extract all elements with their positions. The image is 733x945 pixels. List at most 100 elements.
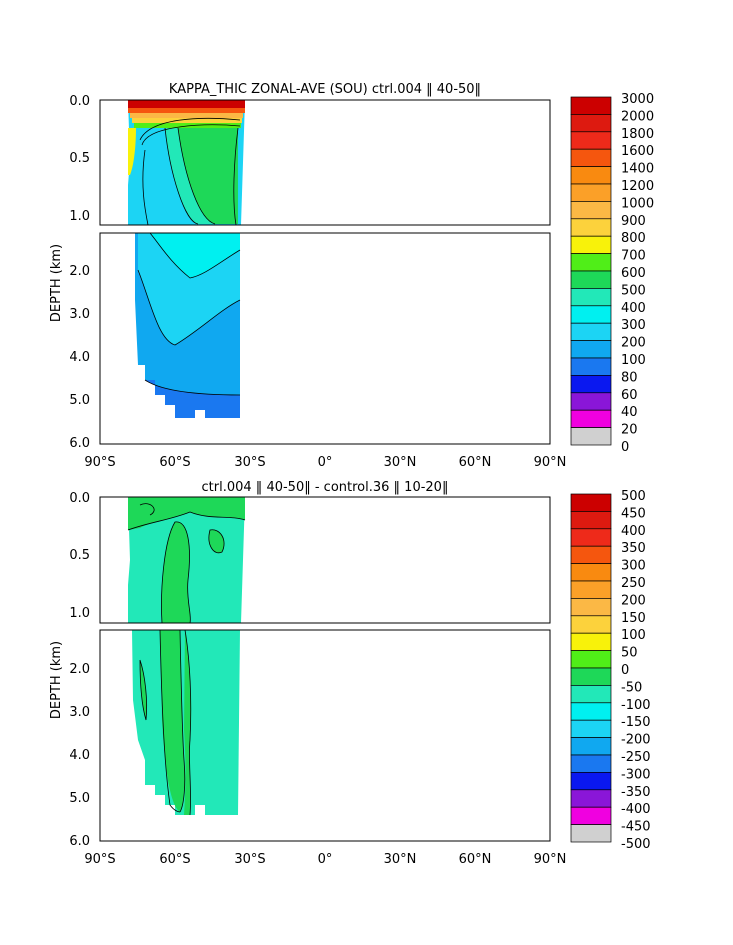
colorbar-swatch [570,131,612,150]
panel-1-frame-upper [99,99,551,226]
colorbar-label: 0 [621,440,629,455]
colorbar-swatch [570,166,612,185]
colorbar-label: 300 [621,318,646,333]
colorbar-label: 50 [621,646,638,661]
colorbar-label: 1400 [621,162,654,177]
colorbar-swatch [570,789,612,808]
y-tick-label: 6.0 [69,436,90,451]
panel-2-frame-upper [99,496,551,624]
colorbar-label: -200 [621,733,651,748]
y-tick-label: 3.0 [69,705,90,720]
panel-2-title: ctrl.004 ‖ 40-50‖ - control.36 ‖ 10-20‖ [202,480,449,495]
field-blob-green [208,529,225,553]
x-tick-label: 60°S [159,852,190,867]
x-tick-label: 60°S [159,455,190,470]
y-tick-label: 5.0 [69,791,90,806]
field-band-amber [130,113,243,118]
colorbar-label: -150 [621,715,651,730]
x-tick-label: 0° [318,455,333,470]
colorbar-swatch [570,253,612,272]
x-tick-label: 30°N [384,455,417,470]
y-tick-label: 2.0 [69,662,90,677]
y-tick-label: 0.0 [69,491,90,506]
colorbar-swatch [570,357,612,376]
colorbar-label: 500 [621,283,646,298]
colorbar-swatch [570,632,612,651]
colorbar-label: -300 [621,767,651,782]
panel-2-frame-lower [99,629,551,842]
panel-1-field-lower [135,233,241,418]
colorbar-label: 1000 [621,196,654,211]
colorbar-swatch [570,754,612,773]
colorbar-label: 1200 [621,179,654,194]
panel-2-lower-contours [139,630,192,816]
colorbar-swatch [570,615,612,634]
colorbar-label: 60 [621,388,638,403]
colorbar-swatch [570,427,612,446]
colorbar-label: -100 [621,698,651,713]
colorbar-label: -250 [621,750,651,765]
colorbar-swatch [570,201,612,220]
colorbar-label: 100 [621,353,646,368]
panel-2: ctrl.004 ‖ 40-50‖ - control.36 ‖ 10-20‖ [49,480,651,867]
colorbar-swatch [570,580,612,599]
colorbar-swatch [570,598,612,617]
x-tick-label: 90°N [534,455,567,470]
colorbar-label: 700 [621,249,646,264]
colorbar-swatch [570,685,612,704]
colorbar-label: 1800 [621,127,654,142]
colorbar-label: 350 [621,541,646,556]
colorbar-label: -400 [621,802,651,817]
panel-1-field-upper [128,100,245,225]
colorbar-swatch [570,719,612,738]
x-tick-label: 0° [318,852,333,867]
colorbar-label: -350 [621,785,651,800]
x-tick-label: 90°N [534,852,567,867]
y-axis-label: DEPTH (km) [49,244,64,322]
colorbar-label: 100 [621,628,646,643]
colorbar-swatch [570,375,612,394]
colorbar-swatch [570,667,612,686]
field-yellow-edge [128,128,136,175]
colorbar-swatch [570,563,612,582]
y-tick-label: 6.0 [69,834,90,849]
panel-2-colorbar-labels: 500 450 400 350 300 250 200 150 100 50 0… [621,489,651,852]
colorbar-label: 2000 [621,109,654,124]
colorbar-swatch [570,305,612,324]
x-tick-label: 60°N [459,852,492,867]
colorbar-swatch [570,270,612,289]
colorbar-swatch [570,772,612,791]
x-tick-label: 30°S [234,455,265,470]
colorbar-swatch [570,114,612,133]
x-tick-label: 30°S [234,852,265,867]
colorbar-swatch [570,409,612,428]
field-band-orange [128,108,245,113]
colorbar-swatch [570,340,612,359]
x-tick-label: 30°N [384,852,417,867]
colorbar-label: 600 [621,266,646,281]
colorbar-label: 400 [621,524,646,539]
colorbar-label: 800 [621,231,646,246]
colorbar-swatch [570,545,612,564]
colorbar-label: 150 [621,611,646,626]
colorbar-label: 300 [621,559,646,574]
colorbar-label: -500 [621,837,651,852]
field-band-yellow [132,118,242,123]
x-tick-label: 90°S [84,852,115,867]
panel-1-colorbar [570,96,612,446]
colorbar-label: 3000 [621,92,654,107]
panel-2-field-upper [127,497,246,623]
y-axis-label: DEPTH (km) [49,641,64,719]
panel-1: KAPPA_THIC ZONAL-AVE (SOU) ctrl.004 ‖ 40… [49,82,654,470]
colorbar-swatch [570,235,612,254]
panel-1-title: KAPPA_THIC ZONAL-AVE (SOU) ctrl.004 ‖ 40… [169,82,481,97]
colorbar-label: 200 [621,336,646,351]
colorbar-swatch [570,183,612,202]
y-tick-label: 5.0 [69,393,90,408]
panel-1-lower-contours [137,233,241,396]
panel-2-upper-contours [127,503,246,623]
panel-1-colorbar-labels: 3000 2000 1800 1600 1400 1200 1000 900 8… [621,92,654,455]
colorbar-label: -50 [621,680,642,695]
colorbar-label: 900 [621,214,646,229]
x-tick-label: 60°N [459,455,492,470]
